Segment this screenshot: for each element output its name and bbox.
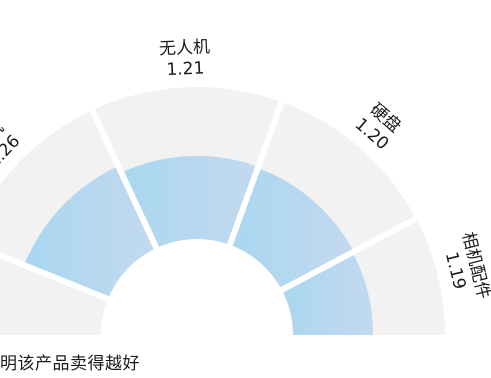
sector-separator (87, 105, 160, 250)
sector-separator (0, 252, 110, 302)
bar-layer (24, 155, 374, 335)
bar-耳机 (24, 165, 157, 300)
sector-separator (227, 97, 287, 246)
bar-相机配件 (281, 252, 374, 335)
value-label: 1.21 (166, 58, 205, 80)
separator-layer (0, 97, 421, 302)
bar-无人机 (121, 155, 259, 248)
chart-footnote: 明该产品卖得越好 (0, 354, 140, 374)
sector-separator (280, 214, 421, 293)
category-label: 无人机 (159, 37, 211, 59)
bar-硬盘 (229, 168, 354, 290)
